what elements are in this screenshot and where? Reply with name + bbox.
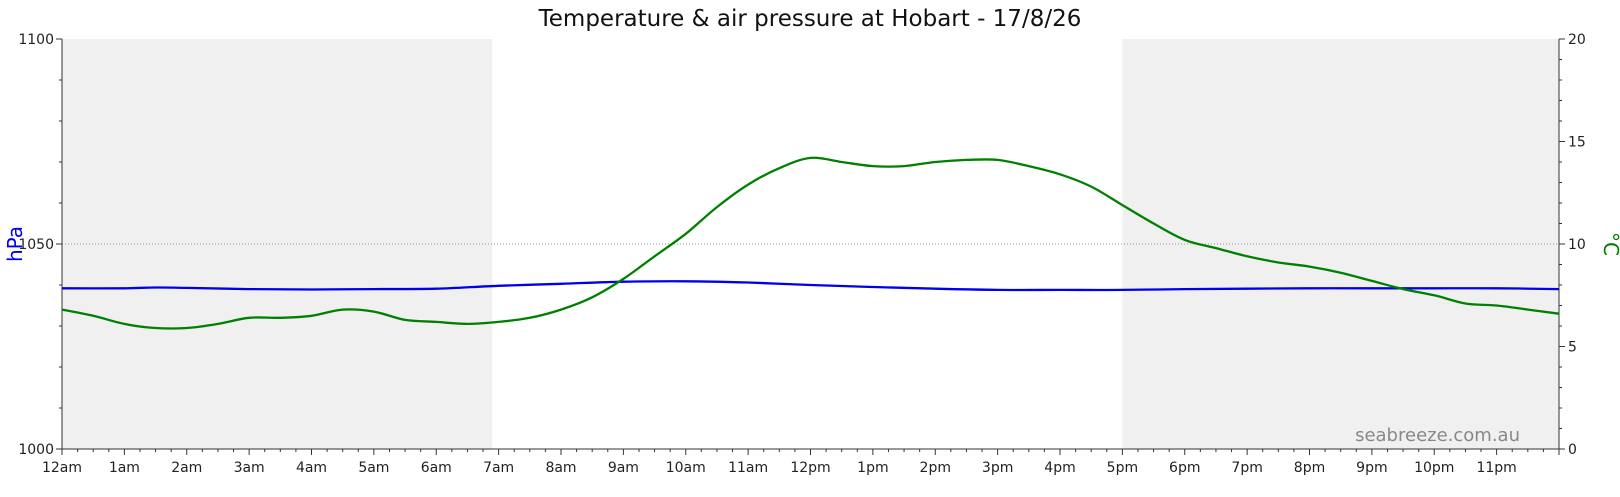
y-left-tick-label: 1100 xyxy=(18,32,54,48)
x-tick-label: 10am xyxy=(666,460,706,476)
chart-title: Temperature & air pressure at Hobart - 1… xyxy=(538,6,1082,32)
x-tick-label: 1pm xyxy=(857,460,888,476)
x-tick-label: 9am xyxy=(608,460,639,476)
x-tick-label: 2pm xyxy=(920,460,951,476)
x-tick-label: 2am xyxy=(171,460,202,476)
watermark: seabreeze.com.au xyxy=(1355,425,1520,446)
x-tick-label: 4pm xyxy=(1044,460,1075,476)
x-tick-label: 4am xyxy=(296,460,327,476)
y-right-tick-label: 20 xyxy=(1568,32,1586,48)
y-right-tick-label: 5 xyxy=(1568,340,1577,356)
temperature-line xyxy=(61,156,1560,330)
x-tick-label: 3pm xyxy=(982,460,1013,476)
y-axis-right: 0 5 10 15 20 xyxy=(1558,32,1586,458)
y-axis-left-label: hPa xyxy=(3,226,27,262)
series-lines xyxy=(61,156,1560,330)
x-tick-label: 7pm xyxy=(1231,460,1262,476)
y-axis-left: 1000 1050 1100 xyxy=(18,32,63,458)
pressure-line xyxy=(61,280,1560,292)
x-tick-label: 12pm xyxy=(790,460,830,476)
x-tick-label: 11am xyxy=(728,460,768,476)
x-tick-label: 11pm xyxy=(1476,460,1516,476)
y-right-tick-label: 10 xyxy=(1568,237,1586,253)
y-right-tick-label: 0 xyxy=(1568,442,1577,458)
y-left-tick-label: 1000 xyxy=(18,442,54,458)
x-tick-label: 8am xyxy=(545,460,576,476)
x-axis: 12am 1am 2am 3am 4am 5am 6am 7am 8am 9am 10am 11am 1… xyxy=(42,448,1560,476)
night-band-0 xyxy=(62,39,493,449)
x-tick-label: 7am xyxy=(483,460,514,476)
x-tick-label: 6pm xyxy=(1169,460,1200,476)
x-tick-label: 8pm xyxy=(1294,460,1325,476)
y-axis-right-label: °C xyxy=(1599,232,1620,256)
x-tick-label: 3am xyxy=(234,460,265,476)
x-tick-label: 12am xyxy=(42,460,82,476)
y-left-tick-label: 1050 xyxy=(18,237,54,253)
x-tick-label: 5pm xyxy=(1107,460,1138,476)
y-right-tick-label: 15 xyxy=(1568,135,1586,151)
x-tick-label: 9pm xyxy=(1356,460,1387,476)
x-tick-label: 5am xyxy=(358,460,389,476)
x-tick-label: 6am xyxy=(421,460,452,476)
x-tick-label: 1am xyxy=(109,460,140,476)
x-tick-label: 10pm xyxy=(1414,460,1454,476)
